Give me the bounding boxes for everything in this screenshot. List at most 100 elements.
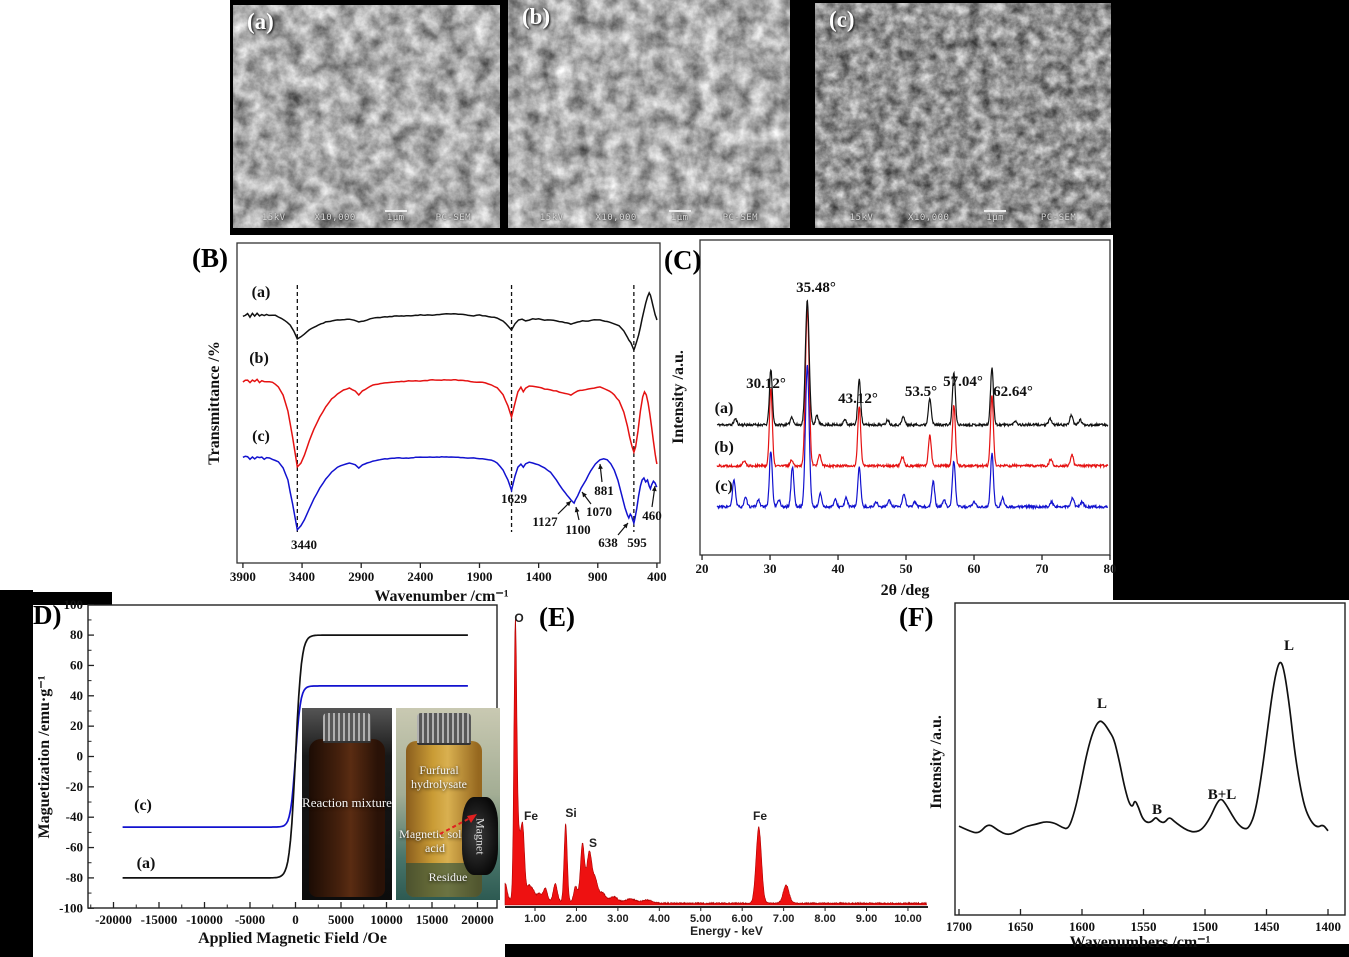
svg-text:7.00: 7.00 bbox=[773, 913, 794, 925]
sem-detector: PC-SEM bbox=[435, 213, 472, 223]
svg-text:1900: 1900 bbox=[466, 569, 492, 584]
scalebar-line bbox=[384, 210, 407, 212]
photo-separation: Furfural hydrolysate Magnetic solid acid… bbox=[396, 708, 500, 900]
svg-text:(c): (c) bbox=[252, 428, 270, 445]
svg-text:Intensity /a.u.: Intensity /a.u. bbox=[670, 350, 687, 444]
svg-text:10000: 10000 bbox=[370, 912, 403, 927]
svg-text:(a): (a) bbox=[252, 284, 271, 301]
svg-text:Wavenumber /cm⁻¹: Wavenumber /cm⁻¹ bbox=[374, 588, 508, 605]
svg-text:-60: -60 bbox=[66, 840, 83, 855]
sem-magnification: X10,000 bbox=[908, 213, 950, 223]
svg-text:400: 400 bbox=[647, 569, 667, 584]
bottle-cap bbox=[323, 713, 371, 743]
panel-label-f: (F) bbox=[899, 602, 934, 632]
sem-label-a: (a) bbox=[247, 9, 274, 34]
svg-text:8.00: 8.00 bbox=[814, 913, 835, 925]
sem-panel-b: (b) 15kV X10,000 1μm PC-SEM bbox=[508, 0, 790, 228]
svg-text:(a): (a) bbox=[137, 855, 156, 872]
sem-scalebar: 1μm bbox=[984, 210, 1007, 223]
svg-text:Fe: Fe bbox=[753, 809, 767, 823]
svg-text:Transmittance /%: Transmittance /% bbox=[206, 341, 223, 465]
svg-text:43.12°: 43.12° bbox=[838, 391, 878, 407]
scalebar-line bbox=[668, 210, 691, 212]
sem-panel-a: (a) 15kV X10,000 1μm PC-SEM bbox=[233, 5, 500, 228]
panel-label-c: (C) bbox=[664, 245, 702, 275]
svg-text:-100: -100 bbox=[59, 900, 83, 915]
bottle-cap bbox=[417, 713, 471, 745]
svg-text:-40: -40 bbox=[66, 809, 83, 824]
svg-text:1629: 1629 bbox=[501, 491, 528, 506]
svg-text:1127: 1127 bbox=[532, 514, 558, 529]
svg-text:35.48°: 35.48° bbox=[796, 280, 836, 296]
svg-text:2θ /deg: 2θ /deg bbox=[881, 582, 930, 599]
svg-text:0: 0 bbox=[77, 749, 84, 764]
svg-text:-80: -80 bbox=[66, 870, 83, 885]
svg-text:2900: 2900 bbox=[348, 569, 374, 584]
svg-text:1550: 1550 bbox=[1131, 919, 1157, 934]
sem-detector: PC-SEM bbox=[722, 213, 759, 223]
svg-text:20: 20 bbox=[696, 561, 709, 576]
svg-text:3900: 3900 bbox=[230, 569, 256, 584]
svg-text:Intensity /a.u.: Intensity /a.u. bbox=[928, 715, 945, 809]
svg-text:638: 638 bbox=[598, 535, 618, 550]
svg-text:60: 60 bbox=[968, 561, 981, 576]
sem-kv: 15kV bbox=[261, 213, 286, 223]
svg-text:-15000: -15000 bbox=[141, 912, 178, 927]
svg-text:900: 900 bbox=[588, 569, 608, 584]
panel-label-b: (B) bbox=[192, 243, 228, 273]
sem-label-c: (c) bbox=[829, 7, 855, 32]
svg-text:Fe: Fe bbox=[524, 809, 538, 823]
photo-reaction-mixture: Reaction mixture bbox=[302, 708, 392, 900]
svg-text:1500: 1500 bbox=[1192, 919, 1218, 934]
svg-text:-20000: -20000 bbox=[95, 912, 132, 927]
sem-statusbar-b: 15kV X10,000 1μm PC-SEM bbox=[508, 210, 790, 223]
svg-text:1700: 1700 bbox=[946, 919, 972, 934]
svg-text:30.12°: 30.12° bbox=[746, 376, 786, 392]
svg-text:(b): (b) bbox=[714, 439, 734, 456]
svg-text:60: 60 bbox=[70, 657, 83, 672]
svg-text:1650: 1650 bbox=[1008, 919, 1034, 934]
svg-text:1070: 1070 bbox=[586, 504, 612, 519]
svg-text:5000: 5000 bbox=[328, 912, 354, 927]
svg-text:0: 0 bbox=[292, 912, 299, 927]
black-strip-left-top bbox=[0, 592, 112, 605]
sem-magnification: X10,000 bbox=[595, 213, 637, 223]
svg-text:Maguetization /emu·g⁻¹: Maguetization /emu·g⁻¹ bbox=[36, 675, 53, 838]
sem-micrograph-b bbox=[508, 0, 790, 228]
svg-text:B+L: B+L bbox=[1208, 787, 1237, 803]
svg-text:L: L bbox=[1097, 696, 1107, 712]
svg-text:S: S bbox=[589, 836, 597, 850]
svg-text:881: 881 bbox=[594, 483, 614, 498]
svg-text:Energy - keV: Energy - keV bbox=[690, 924, 763, 938]
svg-text:3400: 3400 bbox=[289, 569, 315, 584]
reaction-bottle bbox=[309, 739, 385, 897]
svg-text:53.5°: 53.5° bbox=[905, 384, 937, 400]
svg-text:(c): (c) bbox=[715, 478, 733, 495]
svg-text:1400: 1400 bbox=[526, 569, 552, 584]
svg-text:460: 460 bbox=[642, 508, 662, 523]
svg-text:1400: 1400 bbox=[1315, 919, 1341, 934]
svg-text:1.00: 1.00 bbox=[524, 913, 545, 925]
svg-text:5.00: 5.00 bbox=[690, 913, 711, 925]
sem-micrograph-c bbox=[815, 3, 1111, 228]
svg-text:9.00: 9.00 bbox=[856, 913, 877, 925]
svg-text:2.00: 2.00 bbox=[566, 913, 587, 925]
scalebar-line bbox=[984, 210, 1007, 212]
svg-text:3.00: 3.00 bbox=[607, 913, 628, 925]
svg-text:O: O bbox=[514, 611, 523, 625]
sem-panel-c: (c) 15kV X10,000 1μm PC-SEM bbox=[815, 3, 1111, 228]
svg-text:40: 40 bbox=[70, 688, 83, 703]
svg-text:Applied Magnetic Field /Oe: Applied Magnetic Field /Oe bbox=[198, 930, 387, 947]
sem-kv: 15kV bbox=[849, 213, 874, 223]
svg-text:20000: 20000 bbox=[461, 912, 494, 927]
svg-text:-5000: -5000 bbox=[235, 912, 265, 927]
sem-statusbar-a: 15kV X10,000 1μm PC-SEM bbox=[233, 210, 500, 223]
sem-scalebar: 1μm bbox=[668, 210, 691, 223]
svg-text:70: 70 bbox=[1036, 561, 1049, 576]
svg-text:595: 595 bbox=[627, 535, 647, 550]
magnet-arrow-icon bbox=[439, 814, 477, 835]
svg-text:1600: 1600 bbox=[1069, 919, 1095, 934]
svg-text:(c): (c) bbox=[134, 797, 152, 814]
furfural-hydrolysate-label: Furfural hydrolysate bbox=[411, 763, 467, 791]
svg-text:2400: 2400 bbox=[407, 569, 433, 584]
